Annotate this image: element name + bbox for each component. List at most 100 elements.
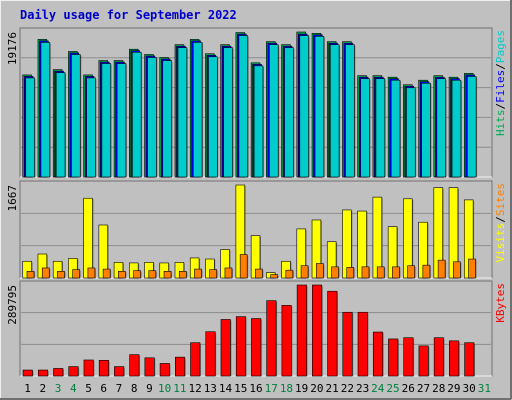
bar-kbytes-day-19: [296, 284, 307, 377]
bar-sites-day-28: [437, 259, 446, 279]
day-label-19: 19: [295, 382, 308, 395]
day-label-9: 9: [146, 382, 153, 395]
day-label-27: 27: [417, 382, 430, 395]
day-label-7: 7: [116, 382, 123, 395]
bar-sites-day-24: [376, 266, 385, 279]
bar-kbytes-day-22: [342, 311, 353, 377]
day-axis-labels: 1 2 3 4 5 6 7 8 9 10 11 12 13 14 15 16 17 18 19 20 21 22 23 24 2…: [24, 382, 491, 395]
bar-sites-day-6: [102, 268, 111, 279]
bar-pages-day-11: [177, 47, 188, 178]
day-label-8: 8: [131, 382, 138, 395]
bar-sites-day-10: [163, 271, 172, 279]
bar-visits-day-5: [83, 197, 93, 279]
bar-pages-day-29: [451, 79, 462, 178]
day-label-26: 26: [402, 382, 415, 395]
panel-max-label: 1667: [6, 185, 19, 212]
bar-pages-day-10: [162, 60, 172, 178]
bar-kbytes-day-12: [190, 342, 201, 377]
day-label-17: 17: [265, 382, 278, 395]
bar-kbytes-day-21: [327, 290, 338, 377]
day-label-18: 18: [280, 382, 293, 395]
panel-2: 1667 Visits/Sites: [6, 180, 507, 279]
bar-pages-day-24: [375, 78, 386, 178]
bar-pages-day-26: [406, 87, 416, 178]
bar-pages-day-17: [269, 44, 279, 178]
panel-max-label: 19176: [6, 32, 19, 65]
series-label-part: Sites: [494, 183, 507, 216]
bar-sites-day-13: [209, 269, 218, 279]
bar-pages-day-20: [314, 36, 325, 178]
bar-pages-day-3: [55, 72, 66, 178]
bar-kbytes-day-20: [312, 284, 323, 377]
series-label-part: Files: [494, 70, 507, 103]
bar-pages-day-14: [223, 47, 233, 178]
bar-pages-day-8: [132, 51, 142, 178]
bar-sites-day-26: [407, 265, 415, 279]
day-label-1: 1: [24, 382, 31, 395]
bar-kbytes-day-14: [220, 319, 231, 377]
bar-kbytes-day-18: [281, 305, 292, 377]
day-label-4: 4: [70, 382, 77, 395]
bar-sites-day-19: [300, 265, 309, 279]
series-label-part: /: [494, 63, 507, 70]
bar-pages-day-23: [360, 78, 370, 178]
bar-pages-day-27: [421, 82, 431, 178]
bar-pages-day-30: [466, 76, 477, 178]
day-label-5: 5: [85, 382, 92, 395]
bar-kbytes-day-2: [37, 369, 49, 377]
day-label-11: 11: [173, 382, 186, 395]
day-label-10: 10: [158, 382, 171, 395]
bar-pages-day-19: [299, 35, 309, 178]
bar-pages-day-1: [25, 77, 35, 178]
bar-pages-day-9: [147, 57, 157, 178]
bar-kbytes-day-17: [266, 300, 277, 377]
bar-sites-day-22: [346, 267, 355, 279]
bar-kbytes-day-29: [449, 340, 460, 377]
bar-sites-day-9: [148, 270, 157, 279]
bar-pages-day-13: [208, 56, 218, 178]
series-label-part: /: [494, 103, 507, 110]
series-label-part: Hits: [494, 110, 507, 137]
bar-kbytes-day-4: [68, 366, 79, 377]
day-label-16: 16: [249, 382, 262, 395]
day-label-23: 23: [356, 382, 369, 395]
bar-pages-day-22: [345, 44, 355, 178]
bar-sites-day-11: [178, 271, 187, 279]
day-label-31: 31: [478, 382, 491, 395]
bar-sites-day-8: [133, 270, 141, 279]
bar-sites-day-21: [331, 266, 339, 279]
day-label-12: 12: [188, 382, 201, 395]
bar-sites-day-29: [453, 261, 461, 279]
bar-kbytes-day-23: [357, 311, 368, 377]
bar-sites-day-20: [315, 263, 324, 279]
bar-kbytes-day-28: [433, 337, 444, 377]
panel-series-label: Hits/Files/Pages: [494, 30, 507, 136]
bar-pages-day-7: [116, 63, 127, 178]
bar-pages-day-18: [284, 47, 294, 178]
day-label-6: 6: [100, 382, 107, 395]
day-label-24: 24: [371, 382, 385, 395]
day-label-2: 2: [40, 382, 47, 395]
bar-sites-day-15: [239, 254, 248, 279]
chart-title: Daily usage for September 2022: [20, 8, 237, 22]
day-label-14: 14: [219, 382, 233, 395]
day-label-13: 13: [204, 382, 217, 395]
day-label-25: 25: [386, 382, 399, 395]
day-label-21: 21: [326, 382, 339, 395]
panel-series-label: Visits/Sites: [494, 183, 507, 263]
panel-series-label: KBytes: [494, 283, 507, 323]
series-label-part: KBytes: [494, 283, 507, 323]
bar-sites-day-3: [57, 271, 65, 279]
bar-sites-day-30: [468, 258, 476, 279]
bar-kbytes-day-13: [205, 331, 216, 377]
bar-kbytes-day-1: [22, 369, 33, 377]
bar-kbytes-day-10: [159, 363, 170, 377]
day-label-3: 3: [55, 382, 62, 395]
bar-kbytes-day-27: [418, 345, 429, 377]
bar-pages-day-6: [101, 63, 112, 178]
panel-1: 19176 Hits/Files/Pages: [6, 27, 507, 178]
day-label-28: 28: [432, 382, 445, 395]
day-label-30: 30: [463, 382, 476, 395]
bar-sites-day-5: [87, 267, 96, 279]
